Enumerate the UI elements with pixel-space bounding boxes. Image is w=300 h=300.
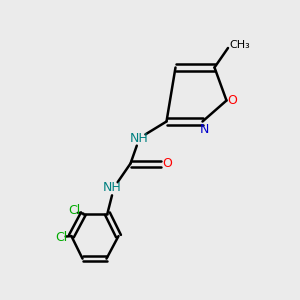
Text: CH₃: CH₃ <box>230 40 250 50</box>
Text: O: O <box>162 157 172 170</box>
Text: Cl: Cl <box>55 231 67 244</box>
Text: Cl: Cl <box>68 203 80 217</box>
Text: N: N <box>199 122 209 136</box>
Text: O: O <box>227 94 237 107</box>
Text: NH: NH <box>103 181 122 194</box>
Text: NH: NH <box>130 131 149 145</box>
